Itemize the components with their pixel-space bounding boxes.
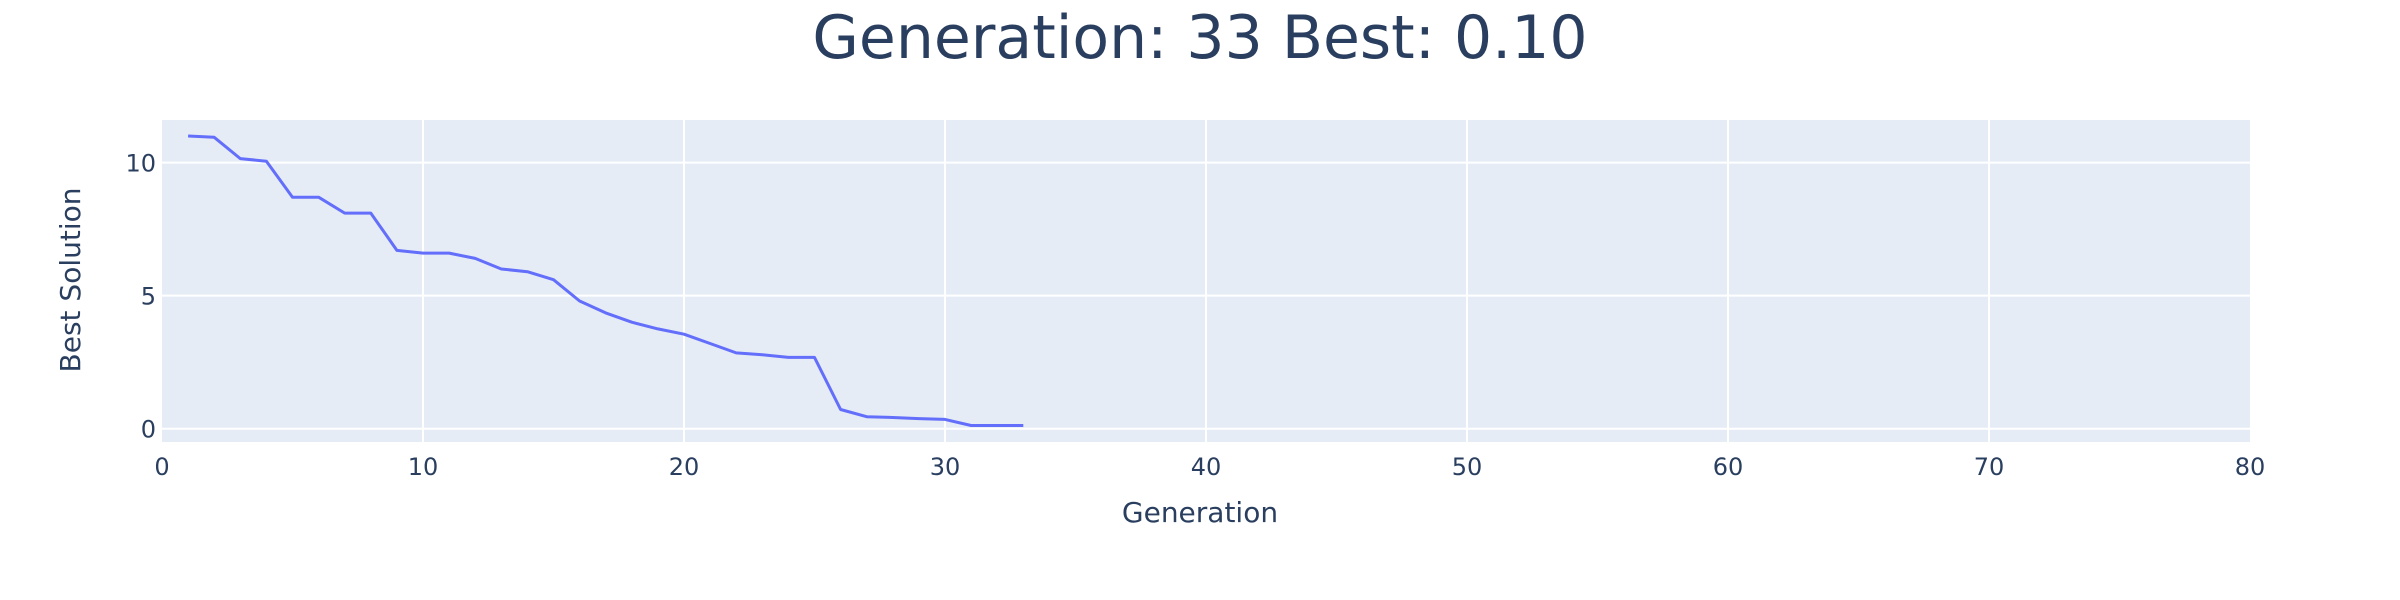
x-tick-label: 10 [408,453,439,481]
y-gridlines [162,161,2250,430]
x-tick-label: 30 [930,453,961,481]
chart-title: Generation: 33 Best: 0.10 [812,3,1587,73]
x-tick-label: 60 [1713,453,1744,481]
y-tick-labels: 0 5 10 [125,150,156,444]
x-gridlines [422,120,1990,442]
y-tick-label: 0 [141,416,156,444]
x-tick-labels: 0 10 20 30 40 50 60 70 80 [154,453,2265,481]
x-tick-label: 50 [1452,453,1483,481]
x-tick-label: 80 [2235,453,2266,481]
x-axis-title: Generation [1122,496,1278,529]
series-layer [188,134,1024,427]
x-tick-label: 70 [1974,453,2005,481]
x-tick-label: 40 [1191,453,1222,481]
x-tick-label: 0 [154,453,169,481]
y-tick-label: 5 [141,283,156,311]
y-tick-label: 10 [125,150,156,178]
y-axis-title: Best Solution [54,188,87,373]
series-line [188,134,1024,427]
x-tick-label: 20 [669,453,700,481]
